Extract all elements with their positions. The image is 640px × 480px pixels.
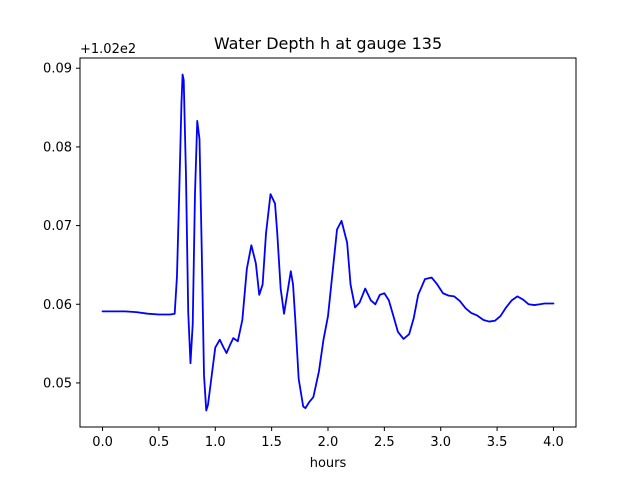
- x-tick-label: 1.5: [261, 435, 282, 450]
- y-tick-label: 0.08: [43, 140, 72, 155]
- y-tick-label: 0.06: [43, 298, 72, 313]
- y-axis-ticks: 0.05 0.06 0.07 0.08 0.09: [43, 62, 80, 391]
- x-tick-label: 0.5: [149, 435, 170, 450]
- x-tick-label: 4.0: [543, 435, 564, 450]
- x-tick-label: 0.0: [92, 435, 113, 450]
- x-tick-label: 2.5: [374, 435, 395, 450]
- chart-title: Water Depth h at gauge 135: [214, 34, 442, 53]
- series-layer: [101, 73, 555, 412]
- x-tick-label: 3.5: [487, 435, 508, 450]
- x-tick-label: 2.0: [318, 435, 339, 450]
- y-tick-label: 0.05: [43, 376, 72, 391]
- series-line-0: [101, 73, 555, 412]
- y-axis-offset-label: +1.02e2: [80, 42, 136, 57]
- y-tick-label: 0.07: [43, 219, 72, 234]
- x-axis-ticks: 0.0 0.5 1.0 1.5 2.0 2.5 3.0 3.5 4.0: [92, 427, 564, 450]
- x-tick-label: 1.0: [205, 435, 226, 450]
- x-axis-label: hours: [310, 456, 347, 471]
- y-tick-label: 0.09: [43, 62, 72, 77]
- plot-area-frame: [79, 57, 577, 428]
- x-tick-label: 3.0: [430, 435, 451, 450]
